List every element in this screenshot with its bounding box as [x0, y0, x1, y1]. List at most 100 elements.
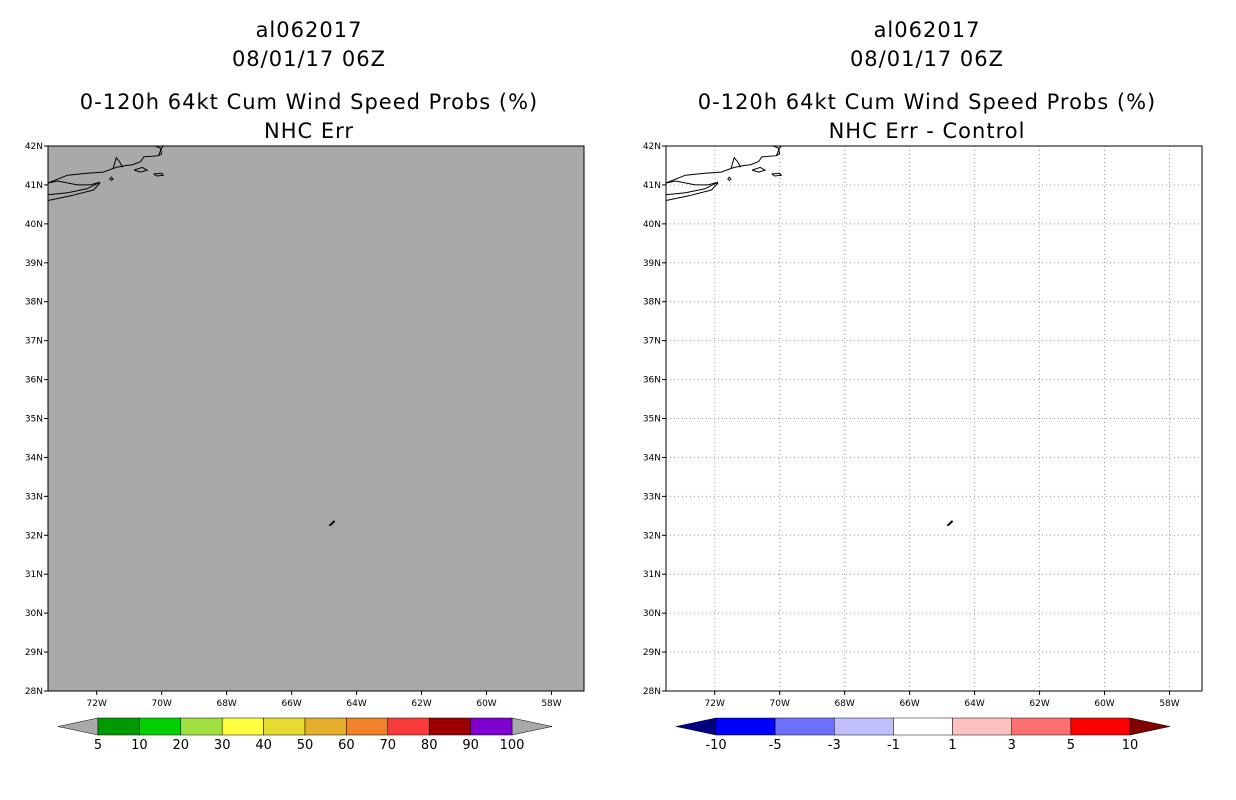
new-england-coast — [665, 145, 782, 184]
colorbar: 5 10 20 30 40 50 60 70 80 90 100 — [57, 717, 553, 753]
map-right: 42N 41N 40N 39N 38N 37N 36N 35N 34N 33N 32N 31N 30N 2… — [643, 142, 1203, 753]
lat-label: 41N — [643, 181, 661, 191]
lon-label: 62W — [1029, 699, 1049, 709]
colorbar-swatch — [952, 717, 1012, 736]
colorbar-swatch — [263, 717, 306, 736]
lon-label: 68W — [216, 699, 236, 709]
coastlines — [47, 145, 336, 527]
lon-label: 66W — [281, 699, 301, 709]
lat-label: 38N — [25, 298, 43, 308]
colorbar-label: 5 — [94, 738, 102, 753]
colorbar-swatch — [304, 717, 347, 736]
long-island-coast — [665, 180, 719, 196]
colorbar-swatch — [387, 717, 430, 736]
lat-label: 37N — [25, 337, 43, 347]
lat-label: 32N — [643, 531, 661, 541]
long-island-south-shore — [47, 182, 101, 201]
lon-label: 58W — [1159, 699, 1179, 709]
lat-label: 33N — [25, 492, 43, 502]
colorbar-label: 100 — [500, 738, 525, 753]
storm-id-title: al062017 — [873, 18, 981, 42]
colorbar-label: 10 — [131, 738, 148, 753]
lon-label: 72W — [87, 699, 107, 709]
colorbar-label: 10 — [1122, 738, 1139, 753]
colorbar-swatch — [1070, 717, 1131, 736]
colorbar-label: 70 — [380, 738, 397, 753]
nantucket — [153, 172, 165, 177]
lat-label: 35N — [25, 415, 43, 425]
lat-label: 31N — [643, 570, 661, 580]
lat-label: 29N — [643, 648, 661, 658]
cape-cod-tip — [155, 145, 163, 157]
colorbar-label: -1 — [887, 738, 900, 753]
colorbar-swatch — [180, 717, 223, 736]
colorbar-swatch — [346, 717, 389, 736]
lon-label: 68W — [834, 699, 854, 709]
lat-label: 41N — [25, 181, 43, 191]
colorbar-swatch — [1011, 717, 1072, 736]
cape-cod-tip — [773, 145, 781, 157]
lat-label: 40N — [643, 220, 661, 230]
nantucket — [771, 172, 783, 177]
new-england-coast — [47, 145, 164, 184]
colorbar-low-arrow — [57, 717, 99, 736]
lat-label: 40N — [25, 220, 43, 230]
colorbar-high-arrow — [511, 717, 553, 736]
colorbar-high-arrow — [1129, 717, 1171, 736]
colorbar-label: 50 — [297, 738, 314, 753]
colorbar-swatch — [221, 717, 264, 736]
lon-label: 60W — [476, 699, 496, 709]
lat-label: 31N — [25, 570, 43, 580]
colorbar: -10 -5 -3 -1 1 3 5 10 — [675, 717, 1171, 753]
colorbar-label: 5 — [1067, 738, 1075, 753]
lon-label: 58W — [541, 699, 561, 709]
colorbar-label: -10 — [705, 738, 726, 753]
map-background — [48, 146, 584, 691]
lat-label: 39N — [643, 259, 661, 269]
datetime-title: 08/01/17 06Z — [849, 47, 1005, 71]
lon-label: 70W — [770, 699, 790, 709]
colorbar-label: 1 — [948, 738, 956, 753]
bermuda — [946, 520, 954, 527]
map-left: 42N 41N 40N 39N 38N 37N 36N 35N 34N 33N 32N 31N 30N 2… — [25, 142, 585, 753]
block-island — [727, 176, 732, 181]
lat-label: 30N — [25, 609, 43, 619]
narragansett-bay — [730, 156, 742, 169]
colorbar-swatch — [428, 717, 471, 736]
lat-label: 28N — [643, 687, 661, 697]
lat-label: 36N — [643, 376, 661, 386]
colorbar-label: -3 — [828, 738, 841, 753]
lat-label: 42N — [643, 142, 661, 152]
colorbar-swatch — [893, 717, 953, 736]
product-title: 0-120h 64kt Cum Wind Speed Probs (%) — [697, 90, 1157, 114]
lat-label: 39N — [25, 259, 43, 269]
colorbar-label: 60 — [338, 738, 355, 753]
colorbar-swatch — [97, 717, 140, 736]
panel-left: al062017 08/01/17 06Z 0-120h 64kt Cum Wi… — [25, 18, 585, 753]
lon-label: 64W — [346, 699, 366, 709]
lat-label: 35N — [643, 415, 661, 425]
panel-right: al062017 08/01/17 06Z 0-120h 64kt Cum Wi… — [618, 0, 1236, 800]
colorbar-label: 3 — [1008, 738, 1016, 753]
datetime-title: 08/01/17 06Z — [231, 47, 387, 71]
lon-label: 64W — [964, 699, 984, 709]
lat-label: 32N — [25, 531, 43, 541]
colorbar-swatch — [139, 717, 182, 736]
colorbar-label: 90 — [462, 738, 479, 753]
lon-label: 70W — [152, 699, 172, 709]
colorbar-swatch — [470, 717, 513, 736]
lat-label: 36N — [25, 376, 43, 386]
lon-label: 72W — [705, 699, 725, 709]
lat-label: 38N — [643, 298, 661, 308]
lon-label: 60W — [1094, 699, 1114, 709]
colorbar-label: 80 — [421, 738, 438, 753]
colorbar-swatch — [715, 717, 776, 736]
narragansett-bay — [112, 156, 124, 169]
colorbar-swatch — [834, 717, 894, 736]
storm-id-title: al062017 — [255, 18, 363, 42]
block-island — [109, 176, 114, 181]
lat-label: 42N — [25, 142, 43, 152]
lat-label: 34N — [643, 453, 661, 463]
subtitle: NHC Err - Control — [828, 119, 1026, 143]
lat-label: 29N — [25, 648, 43, 658]
